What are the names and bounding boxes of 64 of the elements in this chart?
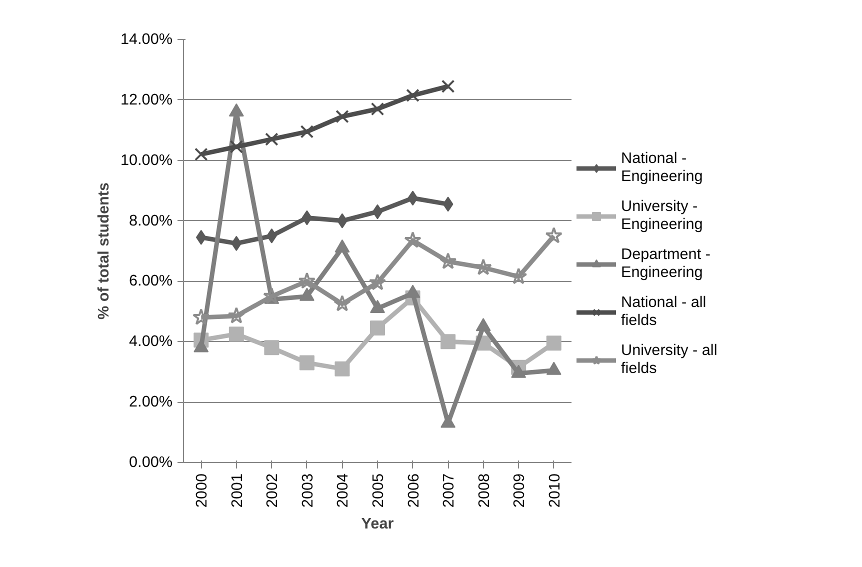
y-tick-label: 8.00%	[129, 212, 173, 230]
legend-label: University - all fields	[621, 341, 718, 379]
x-tick-label: 2010	[546, 473, 564, 508]
point	[368, 274, 386, 290]
x-tick-label: 2006	[405, 473, 422, 508]
point	[476, 318, 491, 332]
y-tick-label: 6.00%	[129, 272, 173, 290]
x-tick-label: 2004	[334, 473, 352, 508]
x-tick-label: 2000	[194, 473, 211, 508]
point	[230, 140, 244, 154]
point	[299, 355, 314, 370]
x-tick-label: 2002	[264, 473, 282, 508]
y-axis-title: % of total students	[96, 182, 113, 320]
y-tick-label: 0.00%	[129, 454, 173, 471]
point	[370, 320, 385, 336]
point	[302, 210, 312, 226]
point	[228, 326, 244, 342]
y-tick-label: 4.00%	[129, 333, 173, 350]
x-tick-label: 2008	[476, 473, 493, 508]
legend-label: University - Engineering	[621, 197, 703, 235]
point	[546, 336, 562, 351]
legend-label: Department - Engineering	[621, 245, 710, 283]
point	[334, 361, 350, 376]
point	[334, 294, 351, 312]
point	[404, 231, 422, 248]
point	[263, 287, 280, 304]
point	[441, 80, 455, 93]
x-tick-label: 2001	[228, 473, 246, 508]
legend-label: National - all fields	[621, 293, 706, 331]
y-tick-label: 2.00%	[129, 394, 173, 411]
point	[299, 288, 314, 301]
x-axis-title: Year	[361, 516, 394, 533]
point	[474, 258, 492, 276]
legend-label: National - Engineering	[621, 149, 703, 187]
point	[334, 239, 350, 253]
point	[545, 226, 562, 244]
point	[370, 300, 385, 313]
y-tick-label: 10.00%	[120, 152, 173, 169]
point	[440, 414, 456, 428]
point	[231, 236, 242, 251]
point	[264, 340, 280, 356]
point	[511, 364, 526, 378]
x-tick-label: 2003	[299, 473, 316, 508]
point	[194, 339, 209, 352]
point	[298, 272, 316, 289]
point	[439, 252, 457, 270]
point	[336, 110, 349, 124]
x-tick-label: 2009	[511, 473, 528, 508]
point	[265, 132, 278, 146]
point	[300, 124, 314, 138]
point	[196, 230, 206, 245]
x-tick-label: 2005	[370, 473, 387, 508]
y-tick-label: 14.00%	[120, 31, 173, 48]
point	[442, 196, 454, 212]
point	[194, 148, 208, 161]
point	[440, 334, 456, 350]
point	[228, 306, 246, 324]
point	[406, 88, 420, 102]
y-tick-label: 12.00%	[120, 91, 173, 108]
point	[372, 204, 383, 220]
point	[546, 362, 562, 375]
x-tick-label: 2007	[440, 473, 458, 508]
point	[192, 308, 210, 325]
point	[370, 102, 384, 116]
